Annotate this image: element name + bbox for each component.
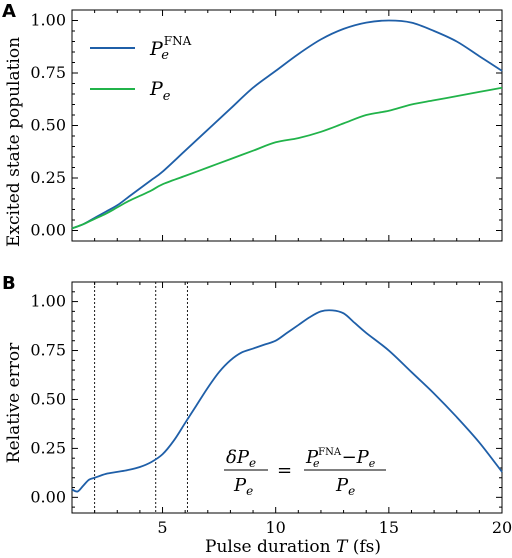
panel-a-ytick-label: 0.50 — [30, 116, 66, 135]
panel-a-frame — [71, 9, 503, 242]
panel-b: 5 10 15 20 0.00 0.25 0.50 0.75 1.00 — [30, 281, 512, 537]
panel-b-ytick-label: 0.50 — [30, 389, 66, 408]
formula-rhs-den: Pe — [335, 475, 355, 498]
panel-b-ytick-label: 0.25 — [30, 438, 66, 457]
panel-b-xtick-label: 5 — [157, 518, 167, 537]
legend: PFNA e Pe — [90, 34, 192, 104]
panel-a-series-pe — [71, 86, 503, 230]
panel-b-ytick-label: 0.75 — [30, 341, 66, 360]
panel-b-xlabel: Pulse duration T (fs) — [205, 537, 381, 557]
error-formula: δPe Pe = PFNA e −Pe Pe — [224, 447, 386, 498]
panel-label-b: B — [2, 273, 16, 294]
xlabel-unit: (fs) — [347, 537, 381, 557]
panel-a-ylabel: Excited state population — [4, 37, 24, 247]
panel-a-ytick-label: 0.75 — [30, 63, 66, 82]
legend-label-fna: PFNA e — [149, 34, 192, 63]
formula-lhs-den: Pe — [233, 475, 253, 498]
panel-b-xtick-label: 20 — [492, 518, 512, 537]
panel-b-ylabel: Relative error — [4, 342, 24, 463]
xlabel-text: Pulse duration — [205, 537, 336, 557]
formula-rhs-num: PFNA e −Pe — [305, 447, 376, 470]
panel-a: 0.00 0.25 0.50 0.75 1.00 — [30, 9, 503, 242]
panel-a-ytick-label: 0.25 — [30, 168, 66, 187]
panel-a-ytick-label: 0.00 — [30, 221, 66, 240]
panel-a-series-fna — [71, 19, 503, 230]
panel-b-series-error — [71, 309, 503, 493]
panel-a-ytick-label: 1.00 — [30, 11, 66, 30]
panel-b-xtick-label: 10 — [266, 518, 286, 537]
legend-label-pe: Pe — [149, 78, 171, 104]
panel-b-frame — [71, 281, 503, 514]
formula-equals: = — [277, 460, 292, 481]
formula-lhs-num: δPe — [226, 447, 256, 470]
panel-label-a: A — [2, 1, 16, 22]
panel-b-ytick-label: 1.00 — [30, 292, 66, 311]
panel-b-ytick-label: 0.00 — [30, 487, 66, 506]
panel-b-xtick-label: 15 — [379, 518, 399, 537]
xlabel-var: T — [336, 537, 349, 557]
